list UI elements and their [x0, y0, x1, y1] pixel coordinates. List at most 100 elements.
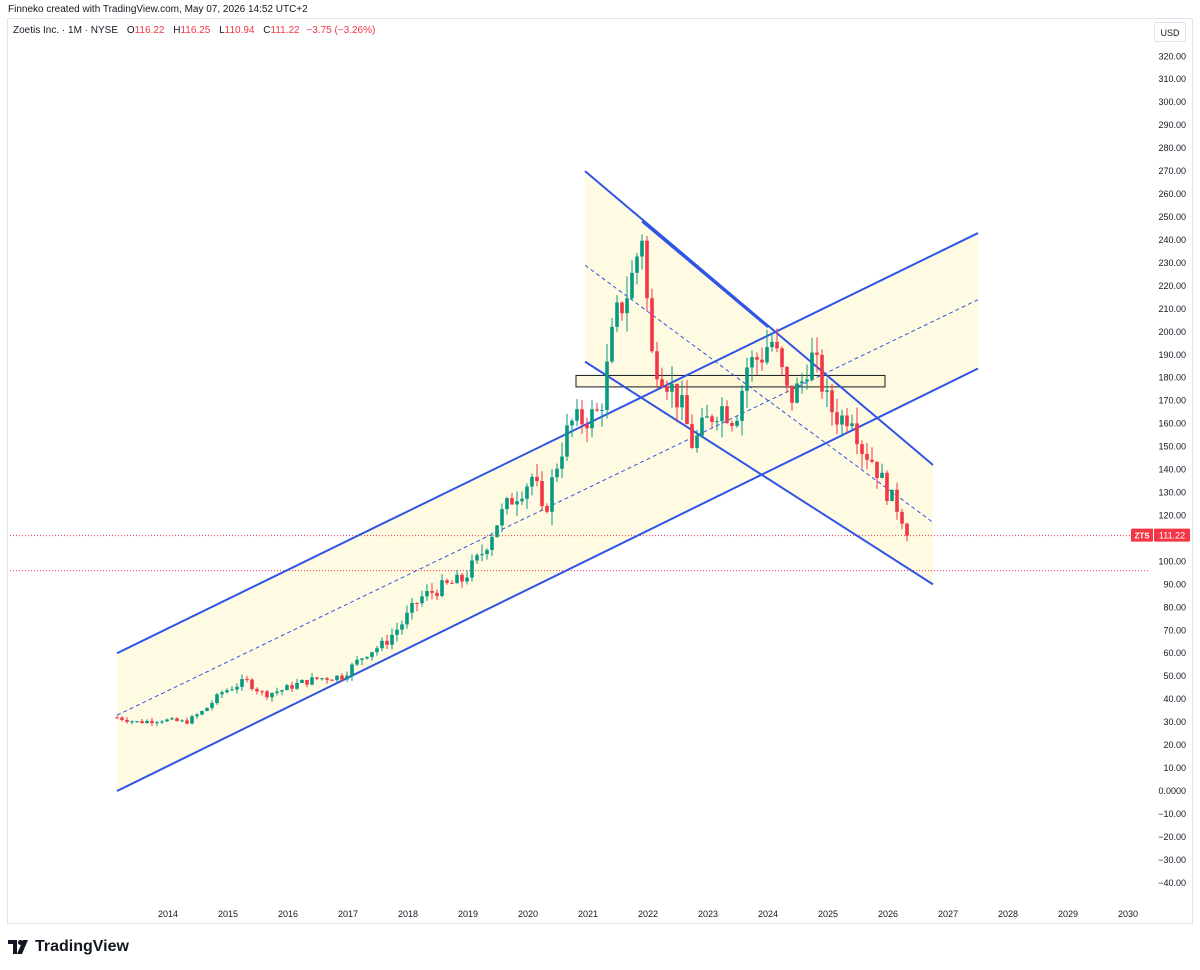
candle-down — [900, 511, 904, 524]
candle-up — [810, 352, 814, 380]
candle-up — [230, 689, 234, 691]
close-label: C — [263, 25, 271, 36]
candle-up — [335, 675, 339, 681]
candle-up — [610, 326, 614, 362]
candle-up — [145, 720, 149, 724]
candle-up — [350, 664, 354, 676]
candle-down — [775, 341, 779, 349]
candle-up — [365, 656, 369, 659]
candle-up — [480, 554, 484, 556]
y-tick-label: −40.00 — [1158, 878, 1186, 888]
candle-up — [695, 435, 699, 448]
candle-up — [455, 574, 459, 584]
candle-down — [545, 506, 549, 512]
candle-down — [595, 409, 599, 411]
candle-up — [560, 456, 564, 469]
last-price-tag — [1154, 528, 1190, 542]
x-tick-label: 2018 — [398, 909, 418, 919]
candle-down — [340, 675, 344, 680]
candle-down — [260, 691, 264, 693]
close-value: 111.22 — [270, 25, 300, 36]
open-label: O — [126, 25, 135, 36]
candle-down — [845, 415, 849, 427]
candle-up — [210, 703, 214, 708]
x-tick-label: 2015 — [218, 909, 238, 919]
candle-up — [410, 602, 414, 613]
x-tick-label: 2023 — [698, 909, 718, 919]
tradingview-logo-icon — [8, 940, 28, 954]
low-value: 110.94 — [224, 25, 255, 36]
y-tick-label: 310.00 — [1158, 74, 1186, 84]
price-axis: 320.00 310.00 300.00 290.00 280.00 270.00 260.… — [1158, 51, 1186, 888]
candle-down — [785, 367, 789, 386]
x-tick-label: 2029 — [1058, 909, 1078, 919]
candle-down — [660, 379, 664, 387]
candle-down — [650, 298, 654, 352]
y-tick-label: 160.00 — [1158, 419, 1186, 429]
candle-up — [180, 720, 184, 722]
candle-up — [800, 381, 804, 384]
candle-down — [760, 359, 764, 363]
y-tick-label: 120.00 — [1158, 510, 1186, 520]
candle-up — [440, 580, 444, 596]
trend-line-3 — [584, 170, 934, 466]
candle-up — [270, 692, 274, 698]
y-tick-label: 10.00 — [1163, 763, 1186, 773]
x-tick-label: 2024 — [758, 909, 778, 919]
candle-down — [150, 720, 154, 724]
candle-up — [470, 560, 474, 578]
currency-button[interactable]: USD — [1154, 22, 1186, 42]
candle-down — [175, 718, 179, 722]
candle-up — [600, 410, 604, 412]
channel-fills — [117, 171, 978, 791]
y-tick-label: 260.00 — [1158, 189, 1186, 199]
candle-down — [125, 719, 129, 722]
candle-up — [360, 658, 364, 660]
candle-up — [765, 347, 769, 363]
low-label: L — [219, 25, 225, 36]
candle-up — [300, 679, 304, 684]
candle-up — [155, 722, 159, 724]
candle-down — [115, 717, 119, 719]
candle-up — [220, 692, 224, 695]
symbol-title[interactable]: Zoetis Inc. · 1M · NYSE — [13, 25, 119, 36]
symbol-legend: Zoetis Inc. · 1M · NYSE O116.22 H116.25 … — [13, 25, 375, 36]
candle-up — [705, 416, 709, 418]
candle-down — [535, 476, 539, 482]
y-tick-label: 50.00 — [1163, 671, 1186, 681]
candle-down — [540, 481, 544, 507]
candle-down — [450, 582, 454, 584]
y-tick-label: 190.00 — [1158, 350, 1186, 360]
candle-up — [395, 629, 399, 635]
trend-line-2 — [116, 367, 979, 792]
candle-up — [160, 721, 164, 723]
candle-up — [515, 501, 519, 505]
candle-down — [865, 453, 869, 460]
candle-up — [200, 711, 204, 715]
candle-down — [790, 385, 794, 403]
candle-down — [730, 422, 734, 426]
candle-up — [400, 624, 404, 630]
candle-up — [670, 383, 674, 392]
chart-frame[interactable] — [7, 18, 1193, 924]
candle-down — [445, 580, 449, 583]
candle-up — [530, 476, 534, 487]
candle-down — [510, 498, 514, 505]
candle-down — [870, 459, 874, 462]
brand-name: TradingView — [35, 938, 129, 955]
candle-up — [625, 298, 629, 314]
candle-up — [550, 477, 554, 512]
y-tick-label: 320.00 — [1158, 51, 1186, 61]
candle-up — [425, 591, 429, 597]
candle-up — [825, 390, 829, 392]
candle-down — [655, 351, 659, 380]
candle-down — [385, 640, 389, 645]
y-tick-label: 270.00 — [1158, 166, 1186, 176]
candle-down — [290, 685, 294, 689]
candle-up — [735, 420, 739, 426]
x-tick-label: 2014 — [158, 909, 178, 919]
candle-up — [575, 409, 579, 421]
candle-down — [885, 472, 889, 502]
candle-up — [195, 714, 199, 717]
